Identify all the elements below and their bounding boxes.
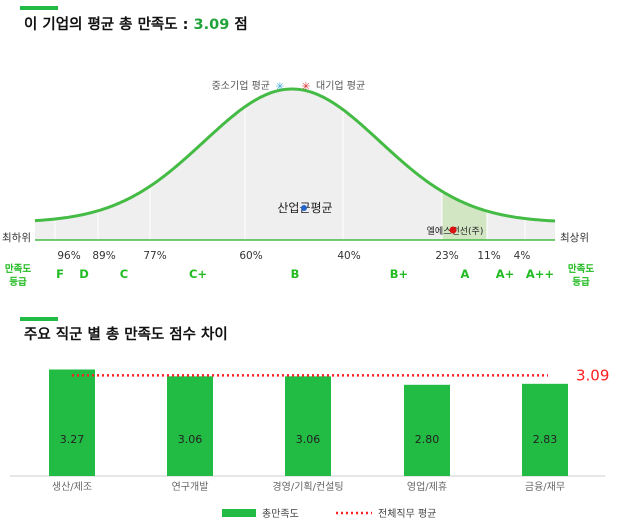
grade-label: C — [120, 267, 128, 281]
bar — [522, 383, 568, 476]
grade-label: B+ — [390, 267, 408, 281]
bar-value-label: 3.06 — [178, 433, 203, 446]
percentile-label: 60% — [239, 250, 262, 262]
grade-label: B — [291, 267, 300, 281]
bar — [49, 369, 95, 476]
section1-score: 3.09 — [193, 17, 230, 33]
bar-value-label: 2.80 — [415, 433, 440, 446]
grade-label: A — [461, 267, 470, 281]
bar — [167, 376, 213, 476]
bar-value-label: 3.27 — [60, 433, 85, 446]
percentile-label: 23% — [435, 250, 458, 262]
section1-title: 이 기업의 평균 총 만족도 : 3.09 점 — [24, 13, 248, 34]
percentile-label: 4% — [514, 250, 531, 262]
section1-accent-bar — [20, 6, 58, 10]
percentile-label: 40% — [337, 250, 360, 262]
legend-large-label: 대기업 평균 — [316, 79, 365, 92]
overall-average-value: 3.09 — [576, 366, 609, 384]
section1-title-prefix: 이 기업의 평균 총 만족도 : — [24, 17, 189, 33]
satisfaction-bell-curve: 중소기업 평균 ✳ ✳ 대기업 평균 산업군평균 엘에스전선(주) 최하위 최상… — [2, 79, 595, 288]
grade-label-left-line1: 만족도 — [5, 263, 31, 275]
industry-marker — [301, 205, 307, 211]
company-marker — [449, 226, 457, 234]
section2-accent-bar — [20, 317, 58, 321]
bell-curve-fill — [35, 89, 555, 240]
bar — [404, 384, 450, 476]
grade-label-left-line2: 등급 — [9, 277, 27, 288]
category-label: 영업/제휴 — [407, 480, 447, 493]
bars: 3.27 생산/제조 3.06 연구개발 3.06 경영/기획/컨설팅 2.80 영업/제휴 2… — [49, 369, 568, 493]
bar-value-label: 3.06 — [296, 433, 321, 446]
section1-title-suffix: 점 — [234, 17, 248, 33]
grade-label: D — [79, 267, 89, 281]
grade-label: A++ — [526, 267, 554, 281]
grade-labels: F D C C+ B B+ A A+ A++ — [56, 267, 554, 281]
category-label: 생산/제조 — [52, 481, 92, 493]
percentile-label: 11% — [477, 250, 500, 262]
legend-bar-swatch — [222, 509, 256, 517]
legend-sme-label: 중소기업 평균 — [212, 79, 270, 92]
category-label: 금융/재무 — [525, 481, 565, 493]
bar-value-label: 2.83 — [533, 433, 558, 446]
bar — [285, 376, 331, 476]
category-label: 연구개발 — [172, 481, 209, 493]
legend-line-label: 전체직무 평균 — [378, 508, 436, 520]
bell-curve-line — [34, 87, 556, 223]
percentile-label: 96% — [57, 250, 80, 262]
large-mark-icon: ✳ — [301, 80, 310, 93]
grade-label: A+ — [496, 267, 515, 281]
right-end-label: 최상위 — [560, 231, 589, 244]
grade-label-right-line2: 등급 — [572, 277, 590, 288]
sme-mark-icon: ✳ — [275, 80, 284, 93]
section2-title: 주요 직군 별 총 만족도 점수 차이 — [24, 327, 228, 343]
grade-label-right-line1: 만족도 — [568, 263, 594, 275]
percentile-labels: 96% 89% 77% 60% 40% 23% 11% 4% — [57, 250, 530, 262]
percentile-label: 89% — [92, 250, 115, 262]
left-end-label: 최하위 — [2, 231, 31, 244]
percentile-label: 77% — [143, 250, 166, 262]
grade-label: F — [56, 267, 64, 281]
category-label: 경영/기획/컨설팅 — [272, 480, 343, 493]
grade-label: C+ — [189, 267, 207, 281]
legend-bar-label: 총만족도 — [262, 508, 299, 520]
